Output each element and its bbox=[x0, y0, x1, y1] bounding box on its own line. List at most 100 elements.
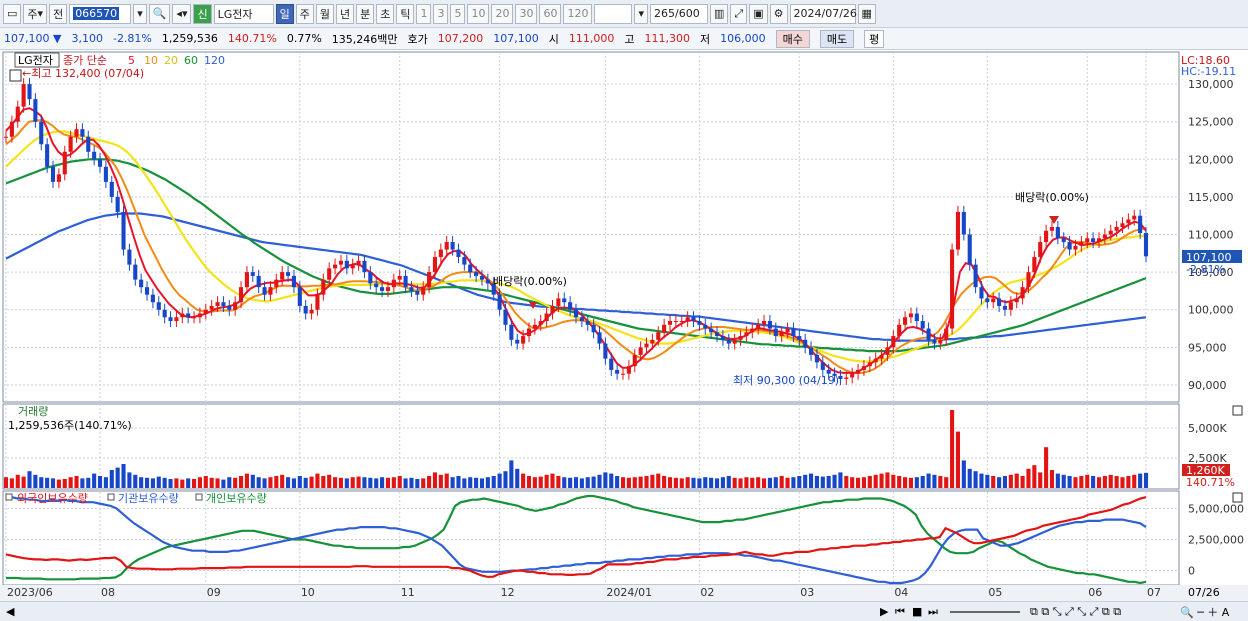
period-week[interactable]: 주 bbox=[295, 3, 314, 24]
stop-icon[interactable]: ■ bbox=[912, 605, 923, 618]
candle-body bbox=[867, 362, 872, 367]
stock-code-value: 066570 bbox=[73, 7, 120, 20]
zoom-out-icon[interactable]: 🔍 ─ ＋ A bbox=[1180, 605, 1230, 619]
last-page-icon[interactable]: ⏭ bbox=[928, 604, 938, 618]
count-field[interactable]: 265/600 bbox=[650, 3, 708, 24]
settings-icon[interactable]: ⚙ bbox=[769, 3, 788, 24]
volume-bar bbox=[274, 476, 279, 488]
candle-body bbox=[327, 268, 332, 280]
volume-bar bbox=[926, 473, 931, 488]
save-icon[interactable]: ▣ bbox=[749, 3, 768, 24]
candle-body bbox=[950, 249, 955, 329]
volume-bar bbox=[785, 477, 790, 488]
zoom-slider[interactable] bbox=[950, 611, 1020, 613]
volume-bar bbox=[33, 474, 38, 488]
volume-bar bbox=[973, 471, 978, 488]
search-icon[interactable]: 🔍 bbox=[148, 3, 171, 24]
candle-body bbox=[256, 275, 261, 288]
name-tag: LG전자 bbox=[18, 54, 53, 67]
volume-bar bbox=[297, 476, 302, 488]
candle-type-icon[interactable]: ▥ bbox=[710, 3, 729, 24]
price-y-tick: 100,000 bbox=[1188, 304, 1234, 317]
scroll-right-icon[interactable]: ▶ bbox=[880, 605, 889, 618]
volume-bar bbox=[1002, 476, 1008, 488]
type-select[interactable]: 주 ▾ bbox=[23, 3, 48, 24]
interval-30[interactable]: 30 bbox=[515, 3, 538, 24]
candle-body bbox=[286, 272, 291, 276]
buy-button[interactable]: 매수 bbox=[775, 29, 810, 48]
period-month[interactable]: 월 bbox=[315, 3, 334, 24]
interval-60[interactable]: 60 bbox=[539, 3, 562, 24]
calendar-icon[interactable] bbox=[9, 69, 22, 82]
code-dropdown-icon[interactable]: ▾ bbox=[133, 3, 147, 24]
prev-button[interactable]: 전 bbox=[49, 3, 68, 24]
calendar-icon[interactable]: ▦ bbox=[857, 3, 876, 24]
volume-bar bbox=[744, 477, 749, 488]
draw-tool-icon[interactable]: ⤢ bbox=[730, 3, 748, 24]
volume-panel-close-icon[interactable] bbox=[1232, 405, 1243, 416]
date-field[interactable]: 2024/07/26 bbox=[789, 3, 857, 24]
volume-bar bbox=[415, 479, 420, 488]
stock-code-input[interactable]: 066570 bbox=[69, 3, 132, 24]
layout-icon[interactable]: ▭ bbox=[3, 3, 22, 24]
volume-y-tick: 2,500K bbox=[1188, 452, 1227, 465]
turnover-pct: 0.77% bbox=[286, 32, 322, 45]
volume-bar bbox=[914, 477, 919, 488]
volume-current-box bbox=[1182, 464, 1230, 476]
candle-body bbox=[961, 211, 966, 235]
volume-bar bbox=[950, 410, 955, 488]
volume-bar bbox=[797, 476, 802, 488]
candle-body bbox=[62, 151, 67, 175]
volume-bar bbox=[761, 478, 767, 488]
volume-bar bbox=[186, 478, 191, 488]
chart-area[interactable]: 130,000125,000120,000115,000110,000105,0… bbox=[0, 50, 1248, 601]
candle-body bbox=[973, 264, 978, 288]
volume-bar bbox=[591, 476, 596, 488]
interval-20[interactable]: 20 bbox=[491, 3, 514, 24]
interval-input[interactable] bbox=[594, 3, 633, 24]
interval-5[interactable]: 5 bbox=[450, 3, 466, 24]
period-minute[interactable]: 분 bbox=[356, 3, 375, 24]
candle-body bbox=[1073, 245, 1078, 250]
volume-bar bbox=[844, 476, 849, 488]
period-day[interactable]: 일 bbox=[275, 3, 294, 24]
dividend-arrow-1 bbox=[529, 302, 537, 309]
stock-name-field[interactable]: LG전자 bbox=[213, 3, 274, 24]
interval-1[interactable]: 1 bbox=[416, 3, 432, 24]
holder-panel-close-icon[interactable] bbox=[1232, 492, 1243, 503]
volume-bar bbox=[127, 472, 132, 488]
interval-120[interactable]: 120 bbox=[563, 3, 593, 24]
candle-body bbox=[920, 321, 925, 329]
name-tag-frame bbox=[14, 52, 60, 68]
period-year[interactable]: 년 bbox=[335, 3, 355, 24]
period-second[interactable]: 초 bbox=[376, 3, 395, 24]
interval-dropdown-icon[interactable]: ▾ bbox=[634, 3, 648, 24]
x-tick: 08 bbox=[101, 586, 115, 599]
x-tick: 2023/06 bbox=[7, 586, 53, 599]
price-change: 3,100 bbox=[71, 32, 103, 45]
candle-body bbox=[903, 317, 908, 325]
volume-bar bbox=[679, 478, 684, 488]
volume-bar bbox=[15, 474, 20, 488]
candle-body bbox=[374, 283, 379, 288]
candle-body bbox=[667, 321, 673, 325]
first-page-icon[interactable]: ⏮ bbox=[895, 604, 905, 618]
foreign-legend: 외국인보유수량 bbox=[17, 492, 88, 505]
candle-body bbox=[955, 211, 961, 250]
candle-body bbox=[1138, 215, 1143, 234]
candle-body bbox=[838, 375, 843, 379]
scroll-left-icon[interactable]: ◀ bbox=[6, 605, 15, 618]
candle-body bbox=[415, 290, 420, 295]
candle-body bbox=[315, 294, 320, 310]
interval-3[interactable]: 3 bbox=[433, 3, 449, 24]
volume-bar bbox=[526, 476, 532, 488]
tool-icons[interactable]: ⧉ ⧉ ⤡ ⤢ ⤡ ⤢ ⧉ ⧉ bbox=[1030, 604, 1122, 618]
interval-10[interactable]: 10 bbox=[467, 3, 490, 24]
scroll-bar[interactable]: ◀ ▶ ⏮ ■ ⏭ ⧉ ⧉ ⤡ ⤢ ⤡ ⤢ ⧉ ⧉ 🔍 ─ ＋ A bbox=[0, 601, 1248, 621]
speaker-icon[interactable]: ◂▾ bbox=[172, 3, 192, 24]
period-tick[interactable]: 틱 bbox=[396, 3, 415, 24]
volume-bar bbox=[1044, 447, 1049, 488]
eval-button[interactable]: 평 bbox=[864, 29, 885, 48]
sell-button[interactable]: 매도 bbox=[819, 29, 855, 48]
candle-body bbox=[168, 317, 173, 322]
